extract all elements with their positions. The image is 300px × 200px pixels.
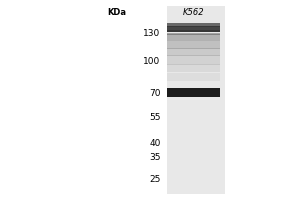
Bar [167,26,220,31]
Bar [167,34,220,41]
Text: 35: 35 [149,152,160,162]
Bar [167,30,220,32]
Text: 130: 130 [143,28,161,38]
Bar [167,41,220,49]
Bar [167,55,220,64]
Bar [167,33,220,35]
Bar [167,64,220,72]
Text: 70: 70 [149,88,160,98]
Text: K562: K562 [183,8,204,17]
Text: 100: 100 [143,58,161,66]
Bar [167,73,220,81]
Bar [167,23,220,27]
Bar [167,48,220,56]
Bar [167,88,220,97]
Text: 55: 55 [149,112,160,121]
Bar [167,6,225,194]
Text: KDa: KDa [107,8,126,17]
Text: 25: 25 [149,174,160,184]
Text: 40: 40 [149,138,160,148]
